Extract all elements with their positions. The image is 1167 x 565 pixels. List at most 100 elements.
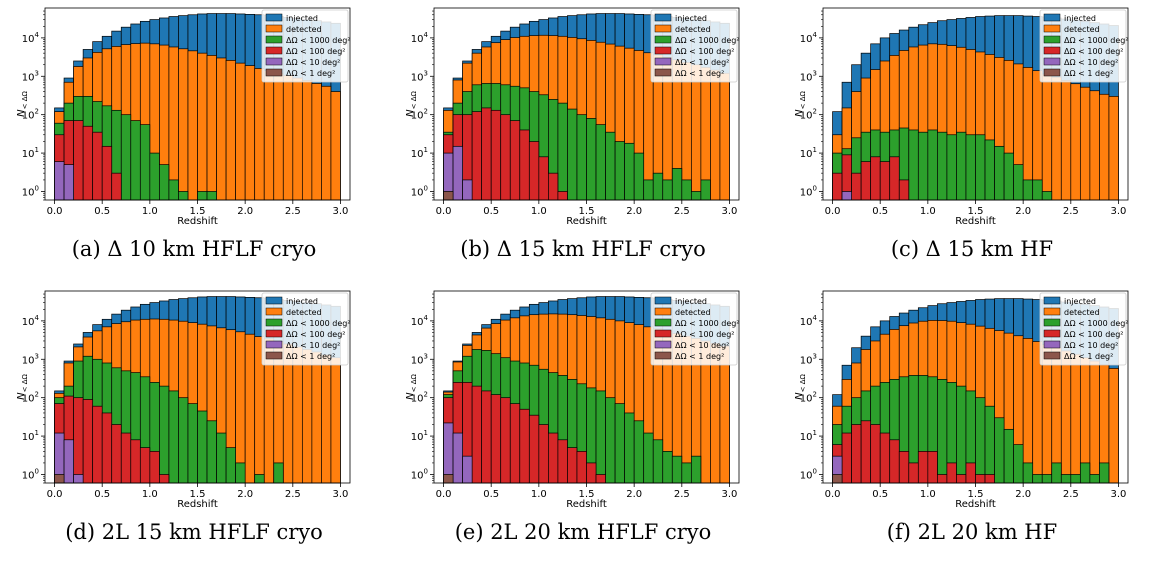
bar-d-s3-b4 [92,405,103,484]
bar-chart-c: 0.0 0.5 1.0 1.5 2.0 2.5 3.0 Redshift 100 101 102 10… [794,7,1129,227]
bar-d-s2-b16 [206,420,217,484]
bar-c-s3-b4 [870,156,881,201]
bar-a-s1-b15 [197,52,208,201]
bar-a-s1-b25 [292,77,303,201]
bar-f-s2-b20 [1022,462,1034,484]
legend-label: ΔΩ < 1000 deg² [1064,319,1129,328]
bar-e-s2-b16 [595,390,606,484]
bar-b-s3-b9 [528,141,540,201]
y-tick-label: 104 [22,314,40,328]
bar-e-s3-b4 [481,390,492,484]
y-axis-label: N< ΔΩ [405,373,418,399]
bar-f-s2-b28 [1099,462,1110,484]
x-tick-label: 3.0 [1111,489,1127,500]
bar-b-s3-b11 [548,172,559,201]
legend-swatch [654,351,672,360]
x-tick-label: 1.0 [531,489,547,500]
bar-f-s2-b19 [1013,444,1024,484]
bar-e-s2-b25 [681,462,692,484]
legend-label: ΔΩ < 1 deg² [675,352,724,361]
bar-e-s3-b5 [490,394,502,484]
panel-caption-e: (e) 2L 20 km HFLF cryo [454,520,712,544]
y-tick-label: 101 [22,146,39,160]
bar-d-s2-b15 [197,410,208,484]
x-tick-label: 3.0 [722,489,738,500]
bar-d-s3-b2 [73,397,84,484]
bar-b-s4-b1 [452,145,463,201]
x-axis-label: Redshift [955,499,996,510]
bar-a-s1-b18 [225,59,236,201]
bar-a-s1-b16 [206,55,217,201]
legend-swatch [265,68,283,77]
y-axis-label: N< ΔΩ [405,90,418,116]
x-tick-label: 1.5 [579,206,595,217]
legend-box [261,9,349,83]
legend-swatch [654,340,672,349]
legend-label: ΔΩ < 100 deg² [286,47,345,56]
bar-e-s2-b22 [652,439,664,484]
y-axis-label: N< ΔΩ [794,90,807,116]
bar-a-s1-b26 [301,80,313,201]
bar-c-s2-b18 [1003,152,1014,201]
legend-label: ΔΩ < 100 deg² [1064,330,1123,339]
bar-f-s3-b11 [937,474,948,484]
y-tick-label: 102 [22,108,39,122]
x-tick-label: 1.5 [579,489,595,500]
x-tick-label: 2.0 [626,489,642,500]
bar-d-s1-b26 [301,349,313,484]
legend-swatch [1043,351,1061,360]
bar-b-s2-b27 [700,179,711,201]
panel-caption-c: (c) Δ 15 km HF [890,237,1054,261]
bar-e-s3-b8 [519,408,530,484]
bar-f-s3-b3 [860,420,872,484]
bar-e-s2-b20 [633,420,645,484]
bar-a-s3-b4 [92,131,103,201]
y-tick-label: 104 [411,31,429,45]
y-axis-label: N< ΔΩ [16,373,29,399]
bar-a-s4-b1 [63,164,74,201]
bar-b-s2-b16 [595,124,606,201]
legend-label: injected [1064,297,1096,306]
y-tick-label: 103 [411,69,428,83]
bar-a-s2-b11 [159,164,170,201]
bar-f-s1-b29 [1108,368,1119,484]
y-tick-label: 101 [411,146,428,160]
bar-c-s2-b8 [908,129,919,201]
bar-e-s5-b0 [443,474,454,484]
bar-a-s4-b0 [54,161,65,201]
legend-label: detected [675,308,711,317]
legend-label: ΔΩ < 10 deg² [675,58,729,67]
y-tick-label: 100 [22,467,39,481]
bar-c-s2-b14 [965,134,976,201]
bar-d-s1-b19 [235,331,246,484]
bar-f-s2-b23 [1051,462,1062,484]
bar-f-s3-b7 [898,451,910,484]
x-tick-label: 2.0 [1015,489,1031,500]
bar-d-s2-b14 [187,403,198,484]
bar-a-s3-b2 [73,120,84,201]
panel-caption-a: (a) Δ 10 km HFLF cryo [71,237,317,261]
x-tick-label: 2.5 [285,206,301,217]
bar-f-s2-b24 [1060,474,1072,484]
bar-b-s3-b3 [471,111,483,201]
x-tick-label: 2.0 [1015,206,1031,217]
legend-label: ΔΩ < 1000 deg² [1064,36,1129,45]
bar-b-s2-b24 [671,168,683,201]
bar-d-s3-b11 [159,474,170,484]
x-tick-label: 0.5 [872,489,888,500]
panel-caption-b: (b) Δ 15 km HFLF cryo [460,237,706,261]
legend-swatch [265,296,283,305]
panel-caption-f: (f) 2L 20 km HF [886,520,1058,544]
bar-f-s1-b20 [1022,338,1034,484]
y-axis-label: N< ΔΩ [16,90,29,116]
bar-f-s2-b22 [1041,474,1053,484]
y-tick-label: 100 [411,467,428,481]
bar-a-s1-b19 [235,62,246,201]
legend-swatch [1043,24,1061,33]
legend-swatch [265,35,283,44]
legend-swatch [265,340,283,349]
bar-a-s1-b17 [216,57,227,201]
bar-f-s2-b13 [956,385,967,484]
legend-swatch [654,46,672,55]
bar-e-s2-b21 [643,432,654,484]
